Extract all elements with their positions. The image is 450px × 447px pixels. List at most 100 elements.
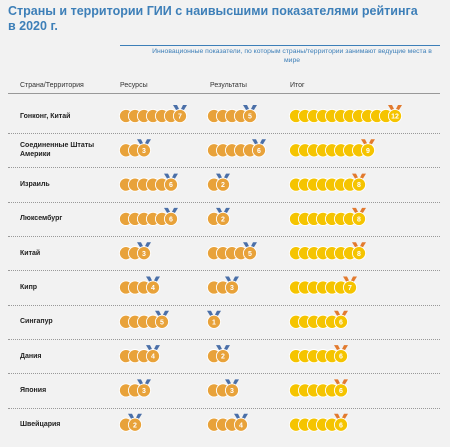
column-header-total: Итог	[290, 82, 305, 89]
row-divider	[8, 407, 440, 409]
column-header-results: Результаты	[210, 82, 247, 89]
results-medal	[242, 246, 258, 261]
country-label: Япония	[20, 386, 47, 394]
results-medal	[206, 314, 222, 329]
total-count-label: 6	[339, 354, 343, 361]
total-medal-ribbon	[352, 242, 366, 252]
resources-medal	[154, 314, 170, 329]
total-count-label: 12	[391, 114, 399, 121]
results-count-label: 3	[230, 285, 234, 292]
row-divider	[8, 270, 440, 272]
resources-medal-ribbon	[146, 345, 160, 355]
total-medal	[333, 349, 349, 364]
results-count-label: 2	[221, 217, 225, 224]
total-count-label: 9	[366, 148, 370, 155]
country-label: Сингапур	[20, 318, 53, 326]
total-medal	[351, 211, 367, 226]
results-count-label: 6	[257, 148, 261, 155]
resources-medal	[145, 280, 161, 295]
total-medal-ribbon	[352, 173, 366, 183]
country-label: Соединенные Штаты Америки	[20, 142, 95, 159]
resources-medal-ribbon	[137, 242, 151, 252]
results-medal-ribbon	[216, 345, 230, 355]
total-medal	[351, 246, 367, 261]
resources-medal	[136, 246, 152, 261]
column-header-resources: Ресурсы	[120, 82, 148, 89]
total-medal	[342, 280, 358, 295]
results-medal	[242, 108, 258, 124]
resources-medal	[172, 108, 188, 124]
row-divider	[8, 338, 440, 340]
resources-count-label: 3	[142, 388, 146, 395]
header-rule	[8, 93, 440, 94]
total-count-label: 6	[339, 319, 343, 326]
resources-count-label: 6	[169, 217, 173, 224]
resources-medal-ribbon	[146, 276, 160, 286]
results-medal-ribbon	[216, 207, 230, 217]
row-divider	[8, 236, 440, 238]
results-count-label: 2	[221, 182, 225, 189]
results-count-label: 5	[248, 114, 252, 121]
total-medal	[333, 417, 349, 432]
total-medal-ribbon	[334, 379, 348, 389]
country-label: Люксембург	[20, 215, 63, 223]
resources-medal	[145, 349, 161, 364]
total-count-label: 8	[357, 182, 361, 189]
subtitle-rule	[120, 45, 440, 46]
resources-medal	[163, 211, 179, 226]
resources-count-label: 7	[178, 114, 182, 121]
total-medal	[387, 108, 403, 124]
row-divider	[8, 304, 440, 306]
total-count-label: 8	[357, 251, 361, 258]
country-label: Швейцария	[20, 421, 61, 429]
total-medal-ribbon	[361, 139, 375, 149]
country-label: Израиль	[20, 181, 50, 189]
results-medal	[215, 349, 231, 364]
total-medal-ribbon	[334, 310, 348, 320]
resources-medal	[136, 143, 152, 158]
resources-medal-ribbon	[155, 310, 169, 320]
results-medal-ribbon	[252, 139, 266, 149]
resources-medal-ribbon	[128, 413, 142, 423]
results-count-label: 2	[221, 354, 225, 361]
results-medal	[233, 417, 249, 432]
resources-count-label: 3	[142, 148, 146, 155]
resources-medal	[127, 417, 143, 432]
total-medal-ribbon	[388, 105, 402, 114]
total-count-label: 6	[339, 388, 343, 395]
country-label: Китай	[20, 249, 41, 257]
resources-medal	[163, 177, 179, 192]
results-count-label: 4	[239, 422, 243, 429]
total-medal-ribbon	[334, 345, 348, 355]
results-medal-ribbon	[225, 276, 239, 286]
chart-subtitle: Инновационные показатели, по которым стр…	[152, 48, 432, 64]
country-label: Дания	[20, 352, 42, 360]
results-medal	[215, 177, 231, 192]
resources-count-label: 3	[142, 251, 146, 258]
resources-count-label: 4	[151, 354, 155, 361]
total-medal	[333, 383, 349, 398]
total-medal-ribbon	[343, 276, 357, 286]
results-medal-ribbon	[234, 413, 248, 423]
results-medal-ribbon	[243, 242, 257, 252]
total-count-label: 6	[339, 422, 343, 429]
total-medal-ribbon	[352, 207, 366, 217]
country-label: Кипр	[20, 284, 38, 291]
total-count-label: 7	[348, 285, 352, 292]
resources-count-label: 6	[169, 182, 173, 189]
results-count-label: 1	[212, 319, 216, 326]
row-divider	[8, 201, 440, 203]
resources-medal	[136, 383, 152, 398]
row-divider	[8, 133, 440, 135]
results-medal	[215, 211, 231, 226]
column-header-country: Страна/Территория	[20, 82, 84, 89]
row-divider	[8, 167, 440, 169]
results-count-label: 3	[230, 388, 234, 395]
results-medal-ribbon	[243, 105, 257, 114]
total-count-label: 8	[357, 217, 361, 224]
resources-medal-ribbon	[164, 173, 178, 183]
total-medal	[351, 177, 367, 192]
country-label: Гонконг, Китай	[20, 112, 71, 120]
chart-title: Страны и территории ГИИ с наивысшими пок…	[8, 4, 418, 33]
